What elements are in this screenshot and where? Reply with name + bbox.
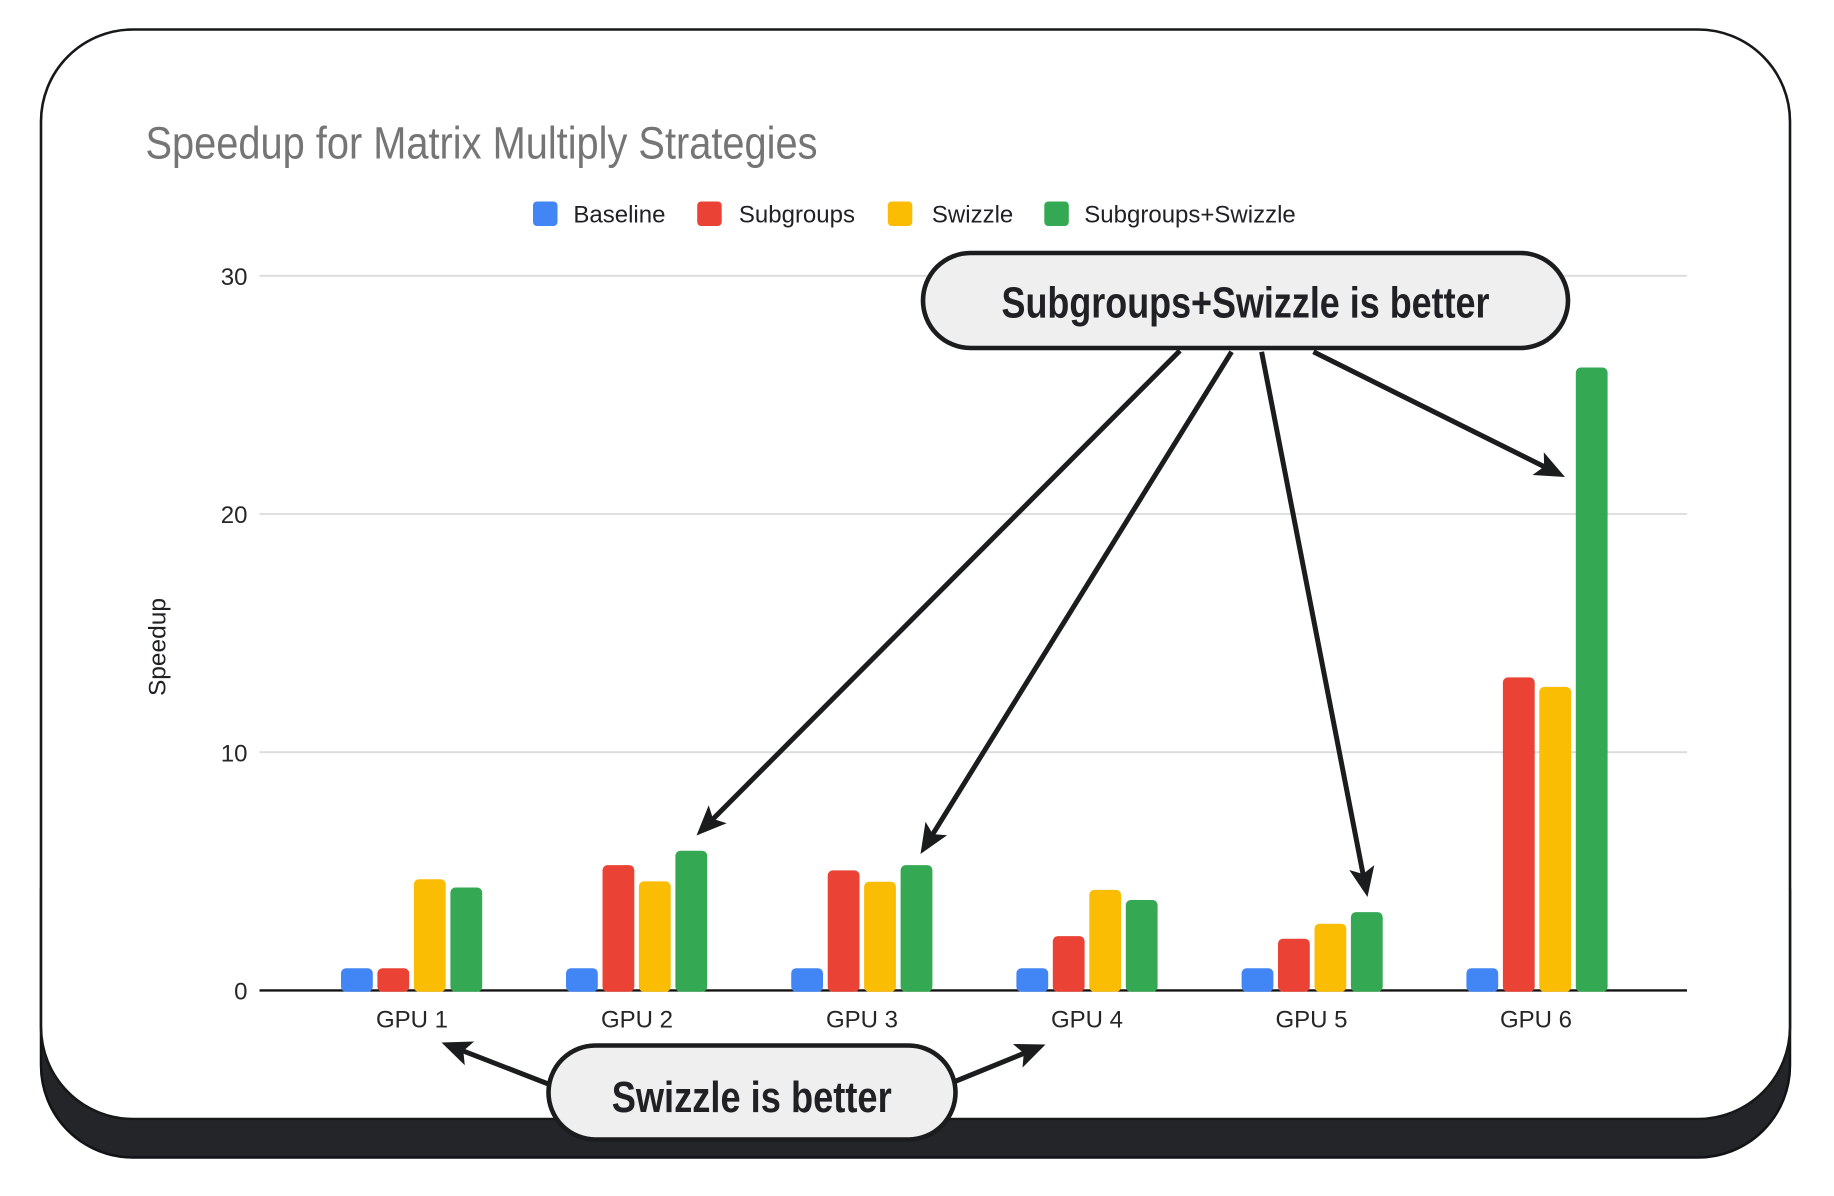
svg-text:0: 0 [234,979,247,1006]
svg-text:Subgroups+Swizzle: Subgroups+Swizzle [1084,202,1295,229]
svg-text:Swizzle is better: Swizzle is better [612,1073,892,1122]
svg-text:GPU 4: GPU 4 [1051,1007,1123,1034]
svg-text:10: 10 [221,740,248,767]
svg-text:GPU 2: GPU 2 [601,1007,673,1034]
svg-text:Speedup for Matrix Multiply St: Speedup for Matrix Multiply Strategies [146,118,818,169]
svg-text:GPU 3: GPU 3 [826,1007,898,1034]
svg-text:Subgroups: Subgroups [739,202,855,229]
svg-text:Speedup: Speedup [145,598,172,696]
svg-text:Swizzle: Swizzle [932,202,1013,229]
svg-text:Subgroups+Swizzle is better: Subgroups+Swizzle is better [1002,279,1490,328]
svg-text:GPU 5: GPU 5 [1275,1007,1347,1034]
svg-text:30: 30 [221,264,248,291]
svg-text:GPU 6: GPU 6 [1500,1007,1572,1034]
svg-text:20: 20 [221,502,248,529]
svg-text:Baseline: Baseline [573,202,665,229]
svg-text:GPU 1: GPU 1 [376,1007,448,1034]
